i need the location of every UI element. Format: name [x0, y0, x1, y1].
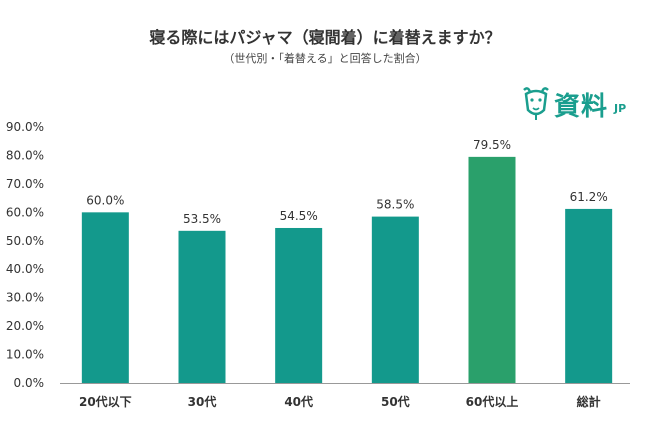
y-tick-label: 70.0%: [6, 177, 44, 191]
y-tick-label: 90.0%: [6, 120, 44, 134]
x-axis-labels: 20代以下 30代 40代 50代 60代以上 総計: [79, 394, 601, 409]
x-tick-label: 30代: [188, 394, 217, 409]
chart-title: 寝る際にはパジャマ（寝間着）に着替えますか？: [149, 28, 501, 47]
bar: [275, 227, 323, 383]
y-tick-label: 80.0%: [6, 148, 44, 162]
x-tick-label: 60代以上: [466, 394, 519, 409]
y-tick-label: 0.0%: [14, 376, 45, 390]
chart-subtitle: （世代別・「着替える」と回答した割合）: [223, 52, 427, 65]
x-tick-label: 50代: [381, 394, 410, 409]
bars: [81, 156, 613, 383]
bar-value-label: 54.5%: [280, 209, 318, 223]
bar-value-label: 53.5%: [183, 212, 221, 226]
y-tick-label: 10.0%: [6, 348, 44, 362]
bar-value-label: 79.5%: [473, 138, 511, 152]
y-tick-label: 20.0%: [6, 319, 44, 333]
x-tick-label: 総計: [577, 394, 601, 409]
logo-text: 資料: [554, 92, 609, 122]
y-tick-label: 30.0%: [6, 291, 44, 305]
goat-head-icon: [523, 87, 549, 120]
logo-suffix: JP: [614, 102, 627, 115]
bar: [468, 156, 516, 383]
bar-value-label: 58.5%: [376, 198, 414, 212]
y-tick-label: 60.0%: [6, 205, 44, 219]
brand-logo: 資料 JP: [518, 84, 636, 124]
bar-value-labels: 60.0% 53.5% 54.5% 58.5% 79.5% 61.2%: [86, 138, 607, 226]
bar: [565, 208, 613, 383]
bar: [81, 212, 129, 383]
y-tick-label: 50.0%: [6, 234, 44, 248]
bar-value-label: 60.0%: [86, 193, 124, 207]
x-tick-label: 40代: [284, 394, 313, 409]
bar: [178, 230, 226, 383]
bar: [371, 216, 419, 383]
x-tick-label: 20代以下: [79, 394, 132, 409]
bar-value-label: 61.2%: [570, 190, 608, 204]
y-tick-label: 40.0%: [6, 262, 44, 276]
y-axis-labels: 0.0% 10.0% 20.0% 30.0% 40.0% 50.0% 60.0% 70.0% 8…: [6, 120, 44, 390]
